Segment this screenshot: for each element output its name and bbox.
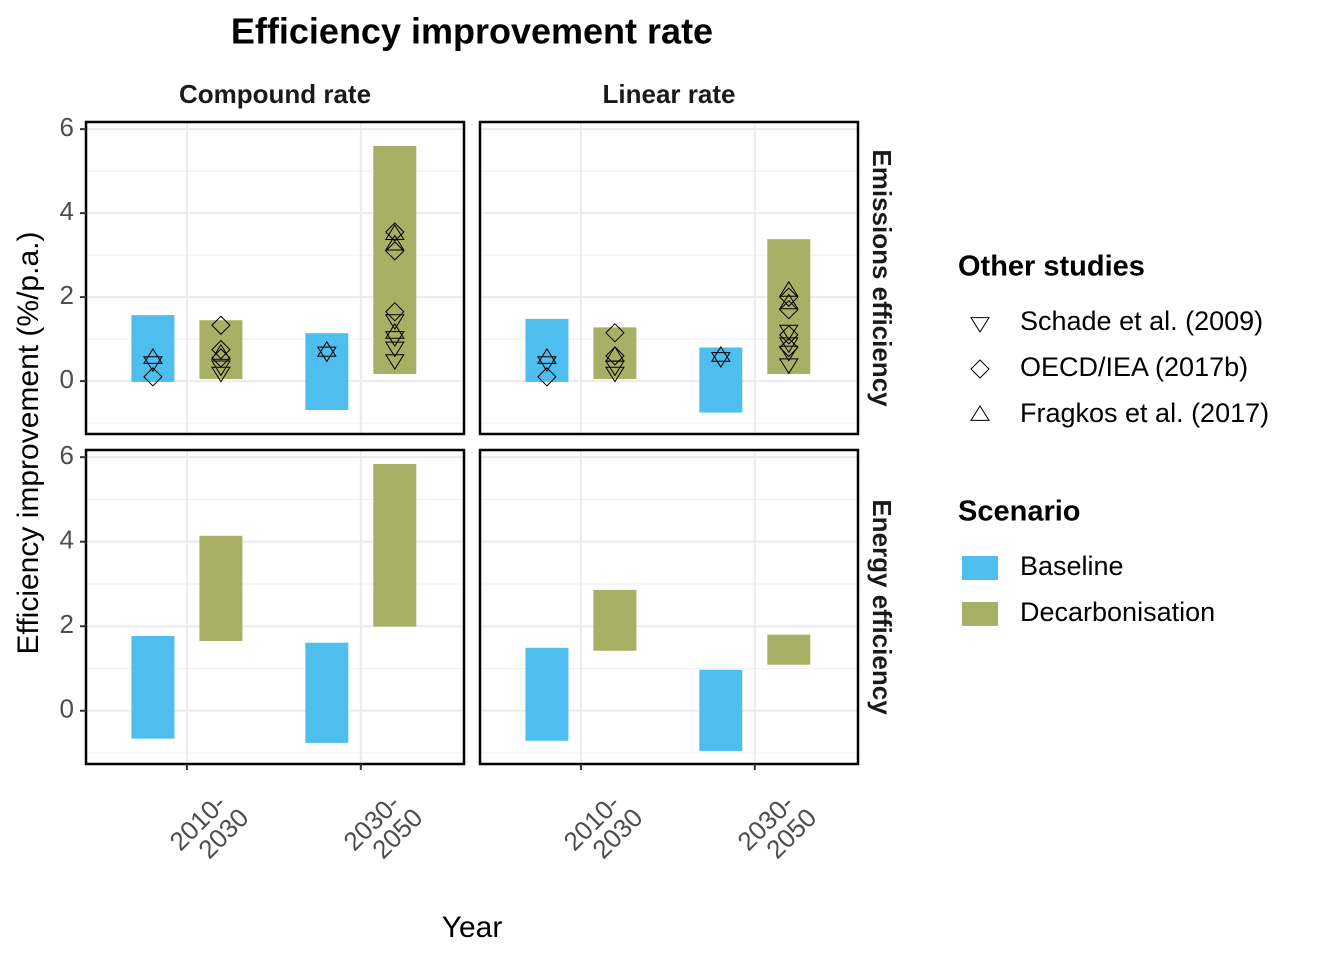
range-bar (699, 669, 743, 751)
y-tick-label: 2 (60, 609, 74, 639)
study-point (779, 337, 799, 358)
study-point (778, 358, 799, 375)
study-point (384, 314, 405, 331)
study-point (605, 345, 625, 362)
range-bar (525, 318, 569, 382)
study-point (605, 323, 625, 343)
study-point (384, 234, 405, 251)
study-point (778, 293, 799, 310)
column-strip: Compound rate (179, 79, 371, 109)
study-point (384, 341, 405, 358)
study-point (385, 222, 405, 242)
legend-title: Other studies (958, 251, 1145, 283)
x-axis-title: Year (442, 911, 503, 944)
study-point (211, 343, 231, 360)
study-point (211, 315, 231, 335)
study-point (778, 280, 799, 297)
range-bar (767, 634, 811, 665)
row-strip: Emissions efficiency (867, 149, 897, 407)
y-tick-label: 4 (60, 196, 74, 226)
legend-label: Fragkos et al. (2017) (1020, 398, 1269, 428)
legend-symbol (970, 317, 990, 333)
study-point (710, 352, 731, 368)
row-strip: Energy efficiency (867, 499, 897, 715)
legend-title: Scenario (958, 496, 1081, 528)
study-point (143, 348, 163, 364)
study-point (385, 241, 405, 261)
y-tick-label: 0 (60, 694, 74, 724)
study-point (385, 302, 405, 322)
study-point (211, 339, 231, 360)
study-point (537, 367, 557, 387)
y-tick-label: 0 (60, 364, 74, 394)
range-bar (305, 333, 349, 411)
study-point (143, 367, 163, 387)
legend-label: Baseline (1020, 551, 1124, 581)
study-point (779, 287, 799, 307)
study-point (316, 346, 337, 363)
range-bar (373, 463, 417, 627)
study-point (316, 340, 337, 357)
range-bar (199, 535, 243, 642)
study-point (537, 356, 557, 373)
legend-label: Schade et al. (2009) (1020, 306, 1263, 336)
panel-border (84, 448, 466, 766)
study-point (143, 356, 163, 373)
chart-title: Efficiency improvement rate (231, 11, 713, 52)
panel-border (84, 120, 466, 436)
y-tick-label: 6 (60, 440, 74, 470)
legend-symbol (970, 405, 990, 421)
legend-symbol (970, 359, 990, 379)
study-point (537, 348, 557, 364)
panel-border (478, 120, 860, 436)
legend-label: Decarbonisation (1020, 597, 1215, 627)
panel-border (478, 448, 860, 766)
y-tick-label: 2 (60, 280, 74, 310)
study-point (384, 322, 405, 339)
study-point (710, 345, 731, 362)
study-point (605, 366, 625, 383)
range-bar (525, 647, 569, 741)
range-bar (131, 635, 175, 739)
range-bar (593, 327, 637, 379)
range-bar (593, 589, 637, 651)
study-point (779, 325, 799, 345)
y-tick-label: 6 (60, 112, 74, 142)
study-point (384, 224, 405, 241)
study-point (605, 346, 625, 366)
study-point (211, 360, 231, 377)
study-point (778, 345, 799, 362)
legend-label: OECD/IEA (2017b) (1020, 352, 1248, 382)
y-tick-label: 4 (60, 525, 74, 555)
y-axis-title: Efficiency improvement (%/p.a.) (12, 232, 45, 655)
legend-swatch (962, 556, 998, 580)
study-point (779, 299, 799, 320)
legend-swatch (962, 602, 998, 626)
column-strip: Linear rate (603, 79, 736, 109)
range-bar (305, 642, 349, 743)
study-point (384, 331, 405, 347)
range-bar (699, 347, 743, 413)
study-point (384, 354, 405, 371)
